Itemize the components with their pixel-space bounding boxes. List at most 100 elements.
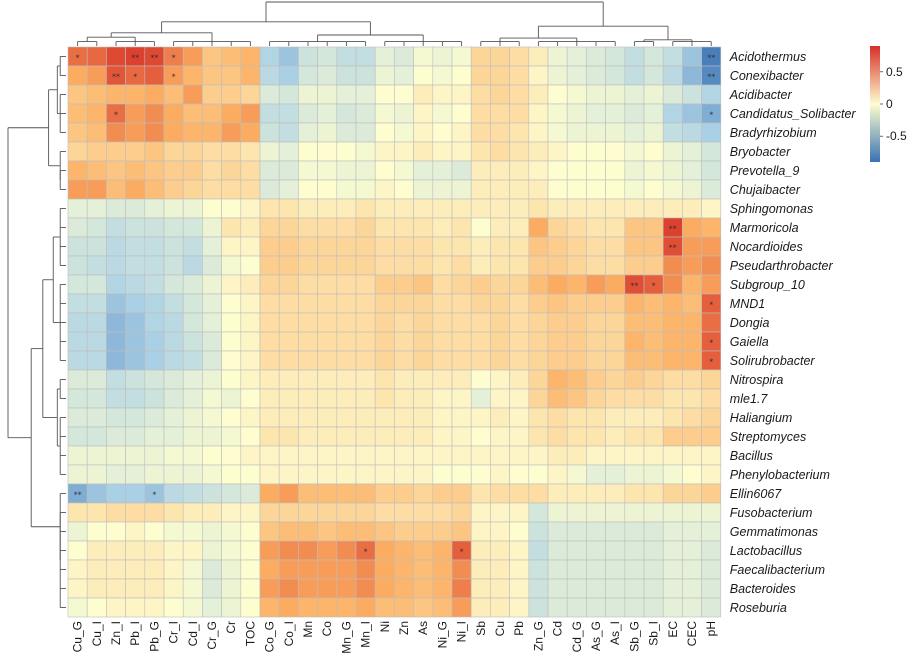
heatmap-cell-Conexibacter-CEC <box>682 65 702 86</box>
heatmap-cell-Dongia-As_I <box>605 312 626 333</box>
heatmap-cell-Marmoricola-Sb <box>470 217 491 238</box>
heatmap-cell-Solirubrobacter-As_G <box>586 350 606 371</box>
heatmap-cell-Subgroup_10-Cu_G <box>67 274 88 295</box>
heatmap-cell-mle1.7-Sb <box>470 388 491 409</box>
heatmap-cell-Ellin6067-Sb_I <box>643 483 664 504</box>
heatmap-cell-Chujaibacter-Sb <box>470 179 491 200</box>
heatmap-cell-Sphingomonas-TOC <box>240 198 261 219</box>
color-legend: 0.5 0 -0.5 <box>870 46 907 162</box>
heatmap-cell-Bradyrhizobium-As_I <box>605 122 626 143</box>
heatmap-cell-Marmoricola-Pb_I <box>125 217 146 238</box>
heatmap-cell-Sphingomonas-Cd <box>547 198 568 219</box>
heatmap-cell-Chujaibacter-Cd_G <box>566 179 587 200</box>
heatmap-cell-Streptomyces-Zn_G <box>528 426 549 447</box>
row-label: Nocardioides <box>730 240 803 254</box>
heatmap-cell-Bradyrhizobium-pH <box>701 122 722 143</box>
heatmap-cell-Solirubrobacter-Cr <box>221 350 242 371</box>
heatmap-cell-Lactobacillus-Pb <box>509 540 530 561</box>
heatmap-cell-Haliangium-Pb <box>509 407 530 428</box>
heatmap-cell-mle1.7-Co_I <box>278 388 299 409</box>
heatmap-cell-Bacteroides-Sb <box>470 578 491 599</box>
heatmap-cell-Subgroup_10-Cd <box>547 274 568 295</box>
heatmap-cell-Candidatus_Solibacter-As_G <box>586 103 606 124</box>
row-labels: Acidothermus Conexibacter Acidibacter Candi… <box>729 50 857 615</box>
heatmap-cell-Solirubrobacter-Mn_I <box>355 350 376 371</box>
heatmap-cell-Prevotella_9-Co <box>317 160 338 181</box>
heatmap-cell-mle1.7-Sb_I <box>643 388 664 409</box>
heatmap-cell-Ellin6067-Cr_G <box>202 483 222 504</box>
heatmap-cell-mle1.7-Mn_G <box>336 388 357 409</box>
significance-mark: ** <box>669 225 677 234</box>
heatmap-cell-Conexibacter-Cu_G <box>67 65 88 86</box>
row-label: Dongia <box>730 316 770 330</box>
heatmap-cell-Bacteroides-Co_I <box>278 578 299 599</box>
heatmap-cell-Haliangium-Cu <box>490 407 510 428</box>
heatmap-cell-Bacteroides-Ni_G <box>432 578 453 599</box>
heatmap-cell-Gaiella-Sb <box>470 331 491 352</box>
heatmap-cell-MND1-Zn_G <box>528 293 549 314</box>
heatmap-cell-Haliangium-Ni_G <box>432 407 453 428</box>
heatmap-cell-Bacillus-Sb_I <box>643 445 664 466</box>
heatmap-cell-Nocardioides-Cu_I <box>86 236 107 257</box>
heatmap-cell-Solirubrobacter-Pb_I <box>125 350 146 371</box>
heatmap-cell-MND1-TOC <box>240 293 261 314</box>
heatmap-cell-Haliangium-Ni <box>374 407 395 428</box>
heatmap-cell-Faecalibacterium-TOC <box>240 559 261 580</box>
heatmap-cell-Nocardioides-Sb <box>470 236 491 257</box>
heatmap-cell-Bradyrhizobium-Zn_G <box>528 122 549 143</box>
heatmap-cell-Bryobacter-Sb <box>470 141 491 162</box>
heatmap-cell-Pseudarthrobacter-pH <box>701 255 722 276</box>
heatmap-cell-Acidibacter-Mn_G <box>336 84 357 105</box>
significance-mark: ** <box>112 73 120 82</box>
row-label: Subgroup_10 <box>730 278 805 292</box>
heatmap-cell-MND1-Cu_I <box>86 293 107 314</box>
heatmap-cell-Sphingomonas-Zn_G <box>528 198 549 219</box>
heatmap-cell-mle1.7-Cd <box>547 388 568 409</box>
heatmap-cell-Bacteroides-As_I <box>605 578 626 599</box>
column-label: As_I <box>608 621 622 645</box>
heatmap-cell-Roseburia-Mn <box>298 597 318 618</box>
heatmap-cell-Candidatus_Solibacter-Ni_G <box>432 103 453 124</box>
heatmap-cell-Nocardioides-Pb_I <box>125 236 146 257</box>
heatmap-cell-Sphingomonas-Co_I <box>278 198 299 219</box>
heatmap-cell-Bryobacter-Zn_G <box>528 141 549 162</box>
heatmap-cell-Phenylobacterium-Cd <box>547 464 568 485</box>
heatmap-cell-Bradyrhizobium-Zn_I <box>106 122 126 143</box>
heatmap-cell-Nocardioides-TOC <box>240 236 261 257</box>
heatmap-cell-Acidothermus-Cr_G <box>202 46 222 67</box>
heatmap-cell-Bryobacter-Sb_I <box>643 141 664 162</box>
heatmap-cell-Streptomyces-TOC <box>240 426 261 447</box>
heatmap-cell-Conexibacter-As <box>413 65 434 86</box>
heatmap-cell-Lactobacillus-Cu <box>490 540 510 561</box>
heatmap-cell-Prevotella_9-Sb_G <box>624 160 645 181</box>
heatmap-cell-Bacteroides-Ni_I <box>451 578 472 599</box>
heatmap-cell-Acidothermus-Cd <box>547 46 568 67</box>
heatmap-cell-Gemmatimonas-Mn_I <box>355 521 376 542</box>
heatmap-cell-Gaiella-Cu <box>490 331 510 352</box>
heatmap-cell-Conexibacter-Ni_I <box>451 65 472 86</box>
heatmap-cell-Faecalibacterium-Pb <box>509 559 530 580</box>
heatmap-cell-Haliangium-Co_I <box>278 407 299 428</box>
heatmap-cell-Faecalibacterium-Co_G <box>259 559 280 580</box>
heatmap-cell-Phenylobacterium-Co_I <box>278 464 299 485</box>
heatmap-cell-Streptomyces-As_G <box>586 426 606 447</box>
heatmap-cell-Pseudarthrobacter-Co_G <box>259 255 280 276</box>
heatmap-cell-Pseudarthrobacter-CEC <box>682 255 702 276</box>
heatmap-cell-Phenylobacterium-As_I <box>605 464 626 485</box>
heatmap-cell-Marmoricola-Cu_G <box>67 217 88 238</box>
heatmap-cell-Bryobacter-Zn_I <box>106 141 126 162</box>
heatmap-cell-Fusobacterium-TOC <box>240 502 261 523</box>
heatmap-cell-Bacteroides-Co_G <box>259 578 280 599</box>
heatmap-cell-Bacillus-As <box>413 445 434 466</box>
heatmap-cell-Nitrospira-Cr <box>221 369 242 390</box>
heatmap-cell-Acidothermus-As <box>413 46 434 67</box>
heatmap-cell-Bacteroides-Cd_I <box>182 578 203 599</box>
column-label: Co <box>320 621 334 637</box>
column-label: Co_I <box>282 621 296 646</box>
heatmap-cell-Solirubrobacter-Cr_G <box>202 350 222 371</box>
heatmap-cell-Marmoricola-Zn <box>394 217 414 238</box>
heatmap-cell-Prevotella_9-Cr_I <box>163 160 184 181</box>
heatmap-cell-Conexibacter-Mn_G <box>336 65 357 86</box>
heatmap-cell-Chujaibacter-Zn_G <box>528 179 549 200</box>
